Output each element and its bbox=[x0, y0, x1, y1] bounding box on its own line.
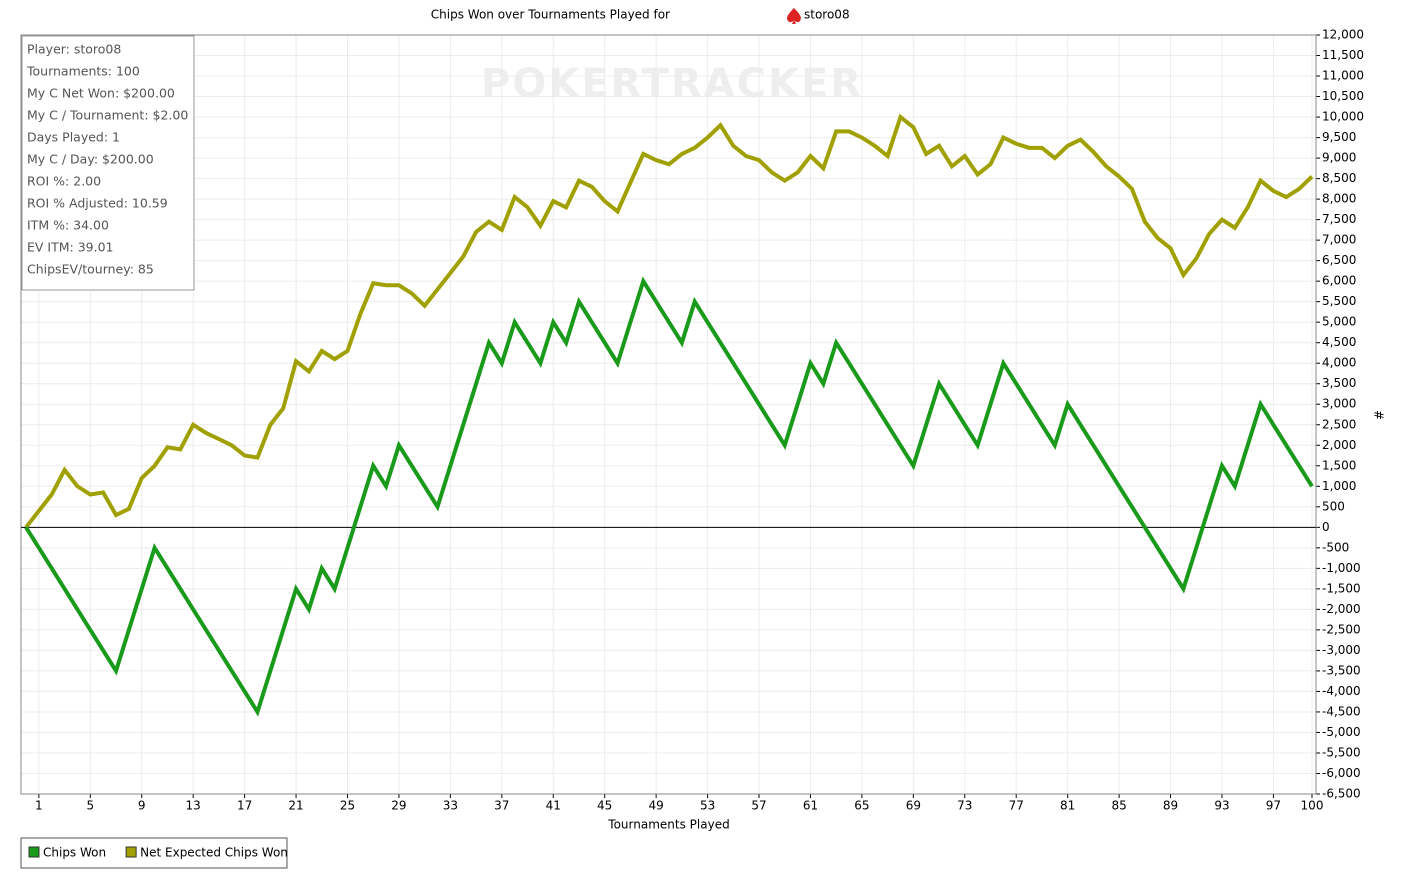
stat-line: My C / Tournament: $2.00 bbox=[27, 108, 188, 123]
y-tick-label: 1,500 bbox=[1322, 458, 1356, 472]
x-tick-label: 85 bbox=[1111, 799, 1126, 813]
x-tick-label: 100 bbox=[1301, 799, 1324, 813]
y-tick-label: -5,500 bbox=[1322, 745, 1361, 759]
spade bbox=[787, 8, 801, 24]
y-tick-label: 0 bbox=[1322, 520, 1330, 534]
x-tick-label: 41 bbox=[546, 799, 561, 813]
y-tick-label: 4,500 bbox=[1322, 335, 1356, 349]
y-tick-label: -6,000 bbox=[1322, 766, 1361, 780]
x-tick-label: 49 bbox=[648, 799, 663, 813]
x-tick-label: 21 bbox=[288, 799, 303, 813]
stat-line: Player: storo08 bbox=[27, 42, 121, 57]
y-tick-label: 11,500 bbox=[1322, 48, 1364, 62]
x-tick-label: 73 bbox=[957, 799, 972, 813]
y-tick-label: 4,000 bbox=[1322, 356, 1356, 370]
x-axis-title: Tournaments Played bbox=[607, 818, 729, 832]
x-tick-label: 9 bbox=[138, 799, 146, 813]
y-tick-label: 500 bbox=[1322, 499, 1345, 513]
y-tick-label: 7,500 bbox=[1322, 212, 1356, 226]
y-tick-label: -500 bbox=[1322, 540, 1349, 554]
x-tick-label: 89 bbox=[1163, 799, 1178, 813]
chart-title: Chips Won over Tournaments Played for bbox=[431, 8, 670, 22]
series-line bbox=[24, 113, 1314, 529]
y-tick-label: 6,500 bbox=[1322, 253, 1356, 267]
y-tick-label: -4,500 bbox=[1322, 704, 1361, 718]
y-tick-label: 9,000 bbox=[1322, 151, 1356, 165]
x-tick-label: 13 bbox=[186, 799, 201, 813]
y-tick-label: -1,000 bbox=[1322, 561, 1361, 575]
y-tick-label: 9,500 bbox=[1322, 130, 1356, 144]
x-tick-label: 29 bbox=[391, 799, 406, 813]
x-tick-label: 17 bbox=[237, 799, 252, 813]
y-tick-label: 6,000 bbox=[1322, 274, 1356, 288]
x-tick-label: 93 bbox=[1214, 799, 1229, 813]
x-tick-label: 45 bbox=[597, 799, 612, 813]
y-tick-label: 3,000 bbox=[1322, 397, 1356, 411]
y-axis-title: # bbox=[1372, 410, 1386, 420]
stat-line: ROI %: 2.00 bbox=[27, 174, 101, 189]
y-tick-label: 5,500 bbox=[1322, 294, 1356, 308]
y-tick-label: -3,500 bbox=[1322, 663, 1361, 677]
y-tick-label: -6,500 bbox=[1322, 787, 1361, 801]
stat-line: ROI % Adjusted: 10.59 bbox=[27, 196, 168, 211]
stats-box bbox=[21, 35, 195, 291]
spade-icon bbox=[787, 8, 801, 24]
y-tick-label: 7,000 bbox=[1322, 233, 1356, 247]
y-tick-label: 3,500 bbox=[1322, 376, 1356, 390]
stat-line: EV ITM: 39.01 bbox=[27, 240, 114, 255]
x-tick-label: 69 bbox=[906, 799, 921, 813]
y-tick-label: 10,000 bbox=[1322, 110, 1364, 124]
watermark: POKERTRACKER bbox=[481, 61, 863, 107]
legend-label: Chips Won bbox=[43, 846, 106, 860]
legend-swatch bbox=[28, 846, 40, 858]
stat-line: My C Net Won: $200.00 bbox=[27, 86, 175, 101]
y-tick-label: 2,000 bbox=[1322, 438, 1356, 452]
legend-label: Net Expected Chips Won bbox=[140, 846, 288, 860]
y-tick-label: 12,000 bbox=[1322, 28, 1364, 42]
x-tick-label: 65 bbox=[854, 799, 869, 813]
stat-line: ITM %: 34.00 bbox=[27, 218, 109, 233]
x-tick-label: 53 bbox=[700, 799, 715, 813]
y-tick-label: 8,500 bbox=[1322, 171, 1356, 185]
player-name: storo08 bbox=[804, 8, 850, 22]
y-tick-label: 2,500 bbox=[1322, 417, 1356, 431]
legend-swatch bbox=[125, 846, 137, 858]
y-tick-label: 8,000 bbox=[1322, 192, 1356, 206]
y-tick-label: -5,000 bbox=[1322, 725, 1361, 739]
y-tick-label: -4,000 bbox=[1322, 684, 1361, 698]
stat-line: Tournaments: 100 bbox=[26, 64, 140, 79]
x-tick-label: 37 bbox=[494, 799, 509, 813]
x-tick-label: 57 bbox=[751, 799, 766, 813]
x-tick-label: 61 bbox=[803, 799, 818, 813]
x-tick-label: 97 bbox=[1266, 799, 1281, 813]
y-tick-label: -1,500 bbox=[1322, 581, 1361, 595]
plot-frame bbox=[20, 34, 1317, 795]
series-line bbox=[24, 276, 1314, 717]
x-tick-label: 77 bbox=[1009, 799, 1024, 813]
x-tick-label: 5 bbox=[86, 799, 94, 813]
y-tick-label: -2,500 bbox=[1322, 622, 1361, 636]
x-tick-label: 81 bbox=[1060, 799, 1075, 813]
y-tick-label: -3,000 bbox=[1322, 643, 1361, 657]
legend-box bbox=[20, 837, 288, 869]
y-tick-label: -2,000 bbox=[1322, 602, 1361, 616]
stat-line: My C / Day: $200.00 bbox=[27, 152, 154, 167]
y-tick-label: 5,000 bbox=[1322, 315, 1356, 329]
x-tick-label: 25 bbox=[340, 799, 355, 813]
y-tick-label: 10,500 bbox=[1322, 89, 1364, 103]
x-tick-label: 1 bbox=[35, 799, 43, 813]
x-tick-label: 33 bbox=[443, 799, 458, 813]
stat-line: Days Played: 1 bbox=[27, 130, 120, 145]
stat-line: ChipsEV/tourney: 85 bbox=[27, 262, 154, 277]
y-tick-label: 1,000 bbox=[1322, 479, 1356, 493]
y-tick-label: 11,000 bbox=[1322, 69, 1364, 83]
